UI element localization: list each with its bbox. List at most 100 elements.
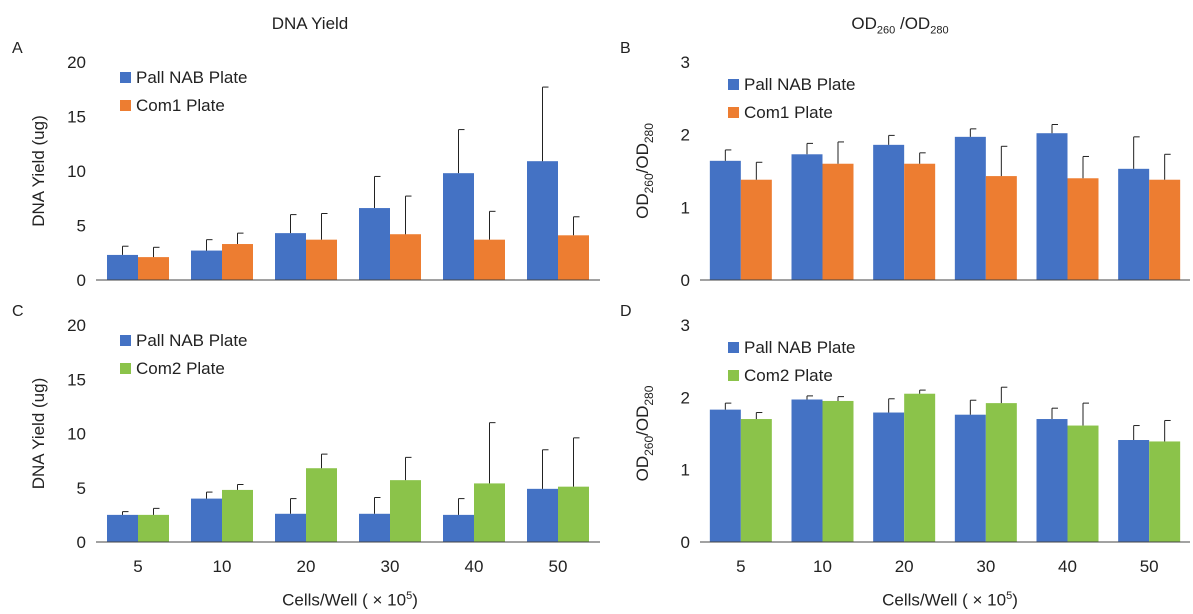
bar bbox=[527, 488, 558, 542]
bar bbox=[1118, 168, 1150, 280]
legend-swatch bbox=[120, 363, 131, 374]
bar bbox=[443, 514, 474, 542]
panel-letter-d: D bbox=[620, 303, 632, 320]
y-tick-label: 10 bbox=[67, 425, 86, 444]
bar bbox=[306, 239, 337, 280]
bar bbox=[474, 239, 505, 280]
bar bbox=[275, 513, 306, 542]
legend-label: Pall NAB Plate bbox=[136, 331, 248, 350]
legend-label: Pall NAB Plate bbox=[744, 338, 856, 357]
y-tick-label: 3 bbox=[681, 53, 690, 72]
y-tick-label: 20 bbox=[67, 53, 86, 72]
bar bbox=[791, 154, 823, 280]
bar bbox=[443, 173, 474, 280]
legend-label: Pall NAB Plate bbox=[136, 68, 248, 87]
bar bbox=[1149, 179, 1181, 280]
x-tick-label: 10 bbox=[213, 557, 232, 576]
y-tick-label: 0 bbox=[77, 271, 86, 290]
panel-letter-a: A bbox=[12, 40, 23, 57]
legend-label: Com1 Plate bbox=[744, 103, 833, 122]
y-axis-title: DNA Yield (ug) bbox=[29, 378, 48, 490]
bar bbox=[191, 250, 222, 280]
bar bbox=[822, 400, 854, 542]
y-tick-label: 3 bbox=[681, 316, 690, 335]
y-tick-label: 5 bbox=[77, 217, 86, 236]
x-tick-label: 40 bbox=[465, 557, 484, 576]
legend-swatch bbox=[120, 335, 131, 346]
bar bbox=[359, 208, 390, 280]
panel-letter-c: C bbox=[12, 303, 24, 320]
bar bbox=[1036, 133, 1068, 280]
legend-swatch bbox=[728, 79, 739, 90]
x-tick-label: 20 bbox=[297, 557, 316, 576]
legend-label: Com2 Plate bbox=[744, 366, 833, 385]
y-tick-label: 15 bbox=[67, 370, 86, 389]
bar bbox=[954, 136, 986, 280]
bar bbox=[390, 480, 421, 542]
bar bbox=[822, 163, 854, 280]
y-axis-title: OD260/OD280 bbox=[633, 385, 656, 481]
legend-swatch bbox=[728, 107, 739, 118]
bar bbox=[740, 179, 772, 280]
y-tick-label: 15 bbox=[67, 108, 86, 127]
bar bbox=[527, 161, 558, 280]
x-axis-label-right: Cells/Well ( × 105) bbox=[882, 590, 1018, 610]
bar bbox=[107, 254, 138, 280]
y-axis-title: OD260/OD280 bbox=[633, 123, 656, 219]
bar bbox=[904, 163, 936, 280]
bar bbox=[474, 483, 505, 542]
x-tick-label: 30 bbox=[976, 557, 995, 576]
legend-swatch bbox=[120, 72, 131, 83]
x-tick-label: 20 bbox=[895, 557, 914, 576]
bar bbox=[558, 235, 589, 280]
bar bbox=[791, 399, 823, 542]
bar bbox=[138, 514, 169, 542]
bar bbox=[740, 419, 772, 542]
x-tick-label: 30 bbox=[381, 557, 400, 576]
legend-swatch bbox=[120, 100, 131, 111]
y-tick-label: 2 bbox=[681, 388, 690, 407]
legend-label: Com2 Plate bbox=[136, 359, 225, 378]
x-tick-label: 40 bbox=[1058, 557, 1077, 576]
y-tick-label: 20 bbox=[67, 316, 86, 335]
legend-swatch bbox=[728, 370, 739, 381]
x-tick-label: 50 bbox=[549, 557, 568, 576]
x-tick-label: 10 bbox=[813, 557, 832, 576]
bar bbox=[275, 233, 306, 280]
legend-swatch bbox=[728, 342, 739, 353]
bar bbox=[954, 414, 986, 542]
bar bbox=[1067, 425, 1099, 542]
x-tick-label: 50 bbox=[1140, 557, 1159, 576]
x-tick-label: 5 bbox=[133, 557, 142, 576]
bar bbox=[904, 393, 936, 542]
bar bbox=[1036, 419, 1068, 542]
bar bbox=[107, 514, 138, 542]
y-tick-label: 0 bbox=[77, 533, 86, 552]
x-axis-label-left: Cells/Well ( × 105) bbox=[282, 590, 418, 610]
bar bbox=[985, 176, 1017, 280]
bar bbox=[1149, 441, 1181, 542]
y-tick-label: 1 bbox=[681, 198, 690, 217]
bar bbox=[873, 144, 905, 280]
x-tick-label: 5 bbox=[736, 557, 745, 576]
bar bbox=[222, 489, 253, 542]
bar bbox=[1067, 178, 1099, 280]
y-tick-label: 2 bbox=[681, 126, 690, 145]
right-column-title: OD260 /OD280 bbox=[851, 14, 949, 37]
bar bbox=[138, 257, 169, 280]
y-tick-label: 5 bbox=[77, 479, 86, 498]
bar bbox=[1118, 440, 1150, 542]
left-column-title: DNA Yield bbox=[271, 14, 349, 33]
y-tick-label: 0 bbox=[681, 533, 690, 552]
legend-label: Com1 Plate bbox=[136, 96, 225, 115]
bar bbox=[709, 409, 741, 542]
bar bbox=[191, 498, 222, 542]
bar bbox=[709, 160, 741, 280]
y-tick-label: 1 bbox=[681, 461, 690, 480]
bar bbox=[306, 468, 337, 542]
y-axis-title: DNA Yield (ug) bbox=[29, 115, 48, 227]
